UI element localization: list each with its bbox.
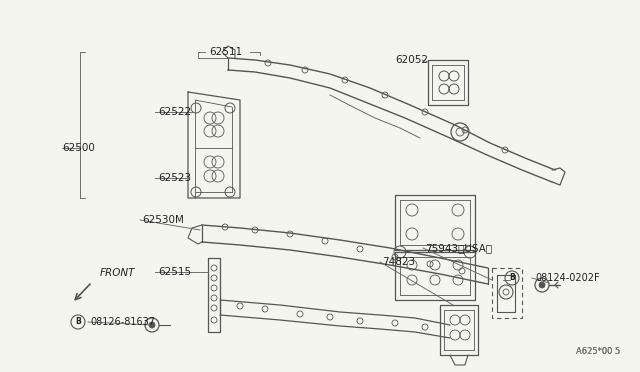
Text: 62530M: 62530M [142,215,184,225]
Text: 08126-81637: 08126-81637 [90,317,155,327]
Text: 62523: 62523 [158,173,191,183]
Text: 62522: 62522 [158,107,191,117]
Text: 62500: 62500 [62,143,95,153]
Text: 62052: 62052 [395,55,428,65]
Text: 08124-0202F: 08124-0202F [535,273,600,283]
Text: 75943〈USA〉: 75943〈USA〉 [425,243,492,253]
Circle shape [149,322,155,328]
Text: 62511: 62511 [209,47,242,57]
Circle shape [539,282,545,288]
Text: 74823: 74823 [382,257,415,267]
Text: FRONT: FRONT [100,268,136,278]
Text: B: B [75,317,81,327]
Text: 62515: 62515 [158,267,191,277]
Text: A625*00 5: A625*00 5 [576,347,620,356]
Text: B: B [509,273,515,282]
Text: A625*00 5: A625*00 5 [576,347,620,356]
